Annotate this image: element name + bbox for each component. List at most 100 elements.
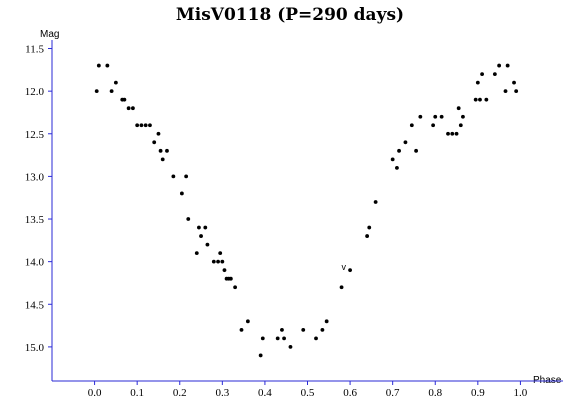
data-point — [439, 114, 444, 119]
data-point — [390, 157, 395, 162]
y-axis-label: Mag — [40, 29, 59, 40]
data-point — [105, 63, 110, 68]
data-point — [324, 319, 329, 324]
x-tick-label: 0.9 — [471, 387, 485, 399]
data-points — [94, 63, 519, 358]
data-point — [184, 174, 189, 179]
data-point — [446, 131, 450, 136]
y-tick-label: 12.0 — [25, 86, 45, 98]
data-point — [473, 97, 478, 102]
data-point — [492, 72, 497, 76]
data-point — [194, 251, 199, 256]
data-point — [239, 327, 244, 332]
data-point — [228, 276, 233, 281]
x-tick-label: 0.3 — [215, 387, 229, 399]
data-point — [280, 327, 284, 332]
data-point — [139, 123, 144, 128]
y-tick-label: 15.0 — [25, 342, 45, 354]
data-point — [113, 80, 118, 85]
data-point — [403, 140, 408, 145]
data-point — [478, 97, 482, 102]
data-point — [320, 327, 325, 332]
x-tick-label: 1.0 — [514, 387, 528, 399]
y-tick-label: 13.5 — [25, 214, 45, 226]
data-point — [458, 123, 463, 128]
data-point — [397, 148, 401, 153]
data-point — [220, 259, 225, 264]
data-point — [131, 106, 135, 111]
annotation-label: v — [341, 262, 346, 272]
y-tick-label: 14.5 — [25, 299, 45, 311]
x-tick-label: 0.4 — [258, 387, 272, 399]
data-point — [461, 114, 465, 119]
y-tick-label: 13.0 — [25, 171, 45, 183]
x-tick-label: 0.8 — [428, 387, 442, 399]
data-point — [179, 191, 184, 196]
data-point — [484, 97, 489, 102]
data-point — [480, 72, 484, 76]
data-point — [197, 225, 201, 230]
x-tick-label: 0.1 — [130, 387, 144, 399]
y-tick-label: 14.0 — [25, 257, 45, 269]
data-point — [96, 63, 101, 68]
data-point — [94, 89, 99, 94]
data-point — [258, 353, 263, 358]
data-point — [301, 327, 306, 332]
chart-title: MisV0118 (P=290 days) — [176, 5, 404, 25]
x-tick-label: 0.7 — [386, 387, 400, 399]
data-point — [395, 165, 399, 170]
data-point — [418, 114, 423, 119]
data-point — [233, 285, 238, 290]
data-point — [156, 131, 161, 136]
data-point — [365, 234, 370, 238]
data-point — [348, 268, 352, 273]
data-point — [205, 242, 210, 247]
data-point — [514, 89, 519, 94]
data-point — [165, 148, 169, 153]
data-point — [414, 148, 418, 153]
data-point — [512, 80, 516, 85]
chart-annotations: v — [341, 262, 346, 272]
data-point — [433, 114, 438, 119]
y-tick-label: 12.5 — [25, 129, 45, 141]
data-point — [122, 97, 127, 102]
data-point — [454, 131, 459, 136]
data-point — [245, 319, 250, 324]
data-point — [222, 268, 227, 273]
data-point — [497, 63, 502, 68]
data-point — [314, 336, 318, 341]
data-point — [216, 259, 220, 264]
data-point — [203, 225, 208, 230]
data-point — [158, 148, 163, 153]
data-point — [282, 336, 286, 341]
data-point — [275, 336, 280, 341]
data-point — [211, 259, 216, 264]
data-point — [186, 217, 191, 221]
data-point — [503, 89, 508, 94]
data-point — [199, 234, 203, 238]
x-tick-label: 0.5 — [301, 387, 315, 399]
data-point — [143, 123, 148, 128]
data-point — [373, 200, 378, 204]
data-point — [409, 123, 414, 128]
data-point — [431, 123, 436, 128]
y-ticks: 11.5 12.0 12.5 13.0 13.5 14.0 14.5 15.0 — [25, 44, 52, 354]
data-point — [367, 225, 372, 230]
data-point — [109, 89, 114, 94]
data-point — [339, 285, 344, 290]
data-point — [160, 157, 165, 162]
data-point — [171, 174, 176, 179]
data-point — [505, 63, 510, 68]
data-point — [126, 106, 131, 111]
data-point — [260, 336, 265, 341]
data-point — [288, 345, 293, 349]
data-point — [475, 80, 480, 85]
x-tick-label: 0.2 — [173, 387, 187, 399]
y-tick-label: 11.5 — [25, 44, 44, 56]
data-point — [148, 123, 152, 128]
x-tick-label: 0.0 — [88, 387, 102, 399]
data-point — [450, 131, 455, 136]
data-point — [135, 123, 140, 128]
data-point — [218, 251, 223, 256]
